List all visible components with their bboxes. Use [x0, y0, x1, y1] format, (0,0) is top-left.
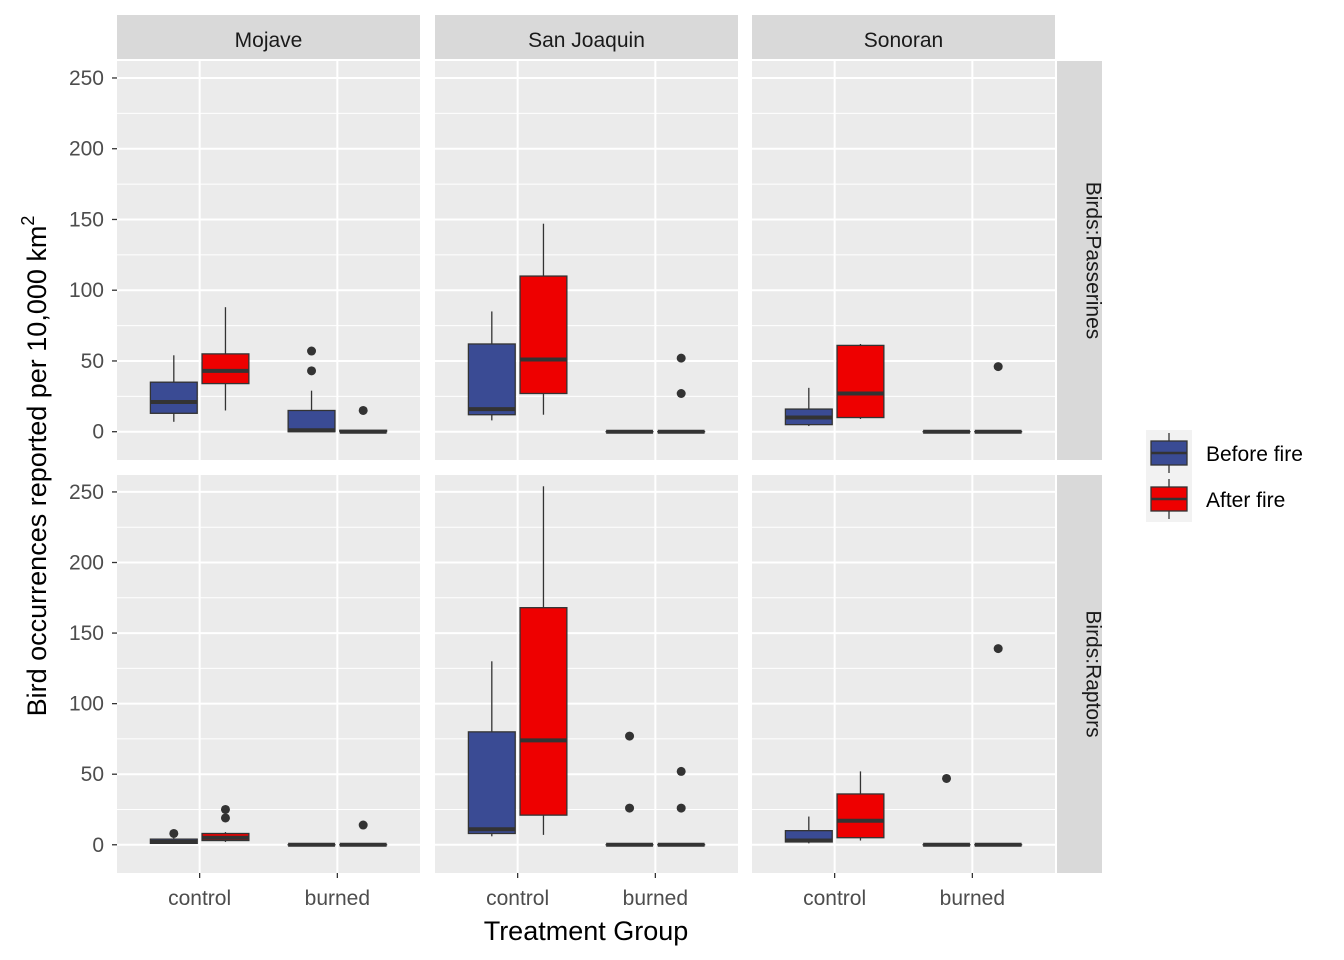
outlier-point	[942, 773, 952, 783]
row-strip-label: Birds:Raptors	[1082, 610, 1105, 737]
row-strip	[1057, 475, 1102, 873]
x-tick-label: control	[486, 887, 549, 910]
column-strip	[752, 15, 1055, 59]
x-tick-label: burned	[623, 887, 688, 910]
y-tick-label: 200	[69, 138, 104, 161]
box-control-before	[467, 311, 516, 421]
y-axis: 0 50 100 150 200 250 0 50 100 150 200 250	[69, 67, 117, 857]
box-body	[836, 344, 885, 419]
y-tick-label: 150	[69, 208, 104, 231]
outlier-point	[358, 820, 368, 830]
y-tick-label: 0	[92, 421, 104, 444]
y-tick-label: 150	[69, 622, 104, 645]
panel-boxes	[149, 804, 388, 847]
panel-background	[752, 61, 1055, 460]
box-control-after	[519, 486, 568, 835]
y-axis-title-superscript: 2	[18, 216, 38, 226]
box-burned-after	[974, 362, 1023, 434]
box-body	[519, 607, 568, 816]
box-body	[467, 731, 516, 835]
x-tick-label: burned	[305, 887, 370, 910]
legend-label: Before fire	[1206, 443, 1303, 466]
box-burned-before	[287, 346, 336, 433]
box-body	[519, 275, 568, 395]
legend: Before fire After fire	[1146, 430, 1303, 522]
column-strip-label: Mojave	[235, 29, 303, 52]
x-tick-label: control	[803, 887, 866, 910]
outlier-point	[307, 346, 317, 356]
outlier-point	[676, 389, 686, 398]
panel-boxes	[784, 644, 1023, 847]
column-strip	[117, 15, 420, 59]
panel-boxes	[467, 223, 706, 434]
y-tick-label: 0	[92, 834, 104, 857]
box-control-before	[784, 387, 833, 427]
outlier-point	[676, 803, 686, 813]
y-tick-label: 100	[69, 693, 104, 716]
panel-boxes	[784, 343, 1023, 434]
y-tick-label: 50	[81, 350, 104, 373]
box-body	[149, 381, 198, 414]
box-burned-after	[657, 353, 706, 434]
outlier-point	[993, 362, 1003, 372]
box-control-before	[149, 355, 198, 422]
y-tick-label: 250	[69, 481, 104, 504]
panels-layer	[117, 61, 1055, 873]
outlier-point	[307, 366, 317, 376]
outlier-point	[169, 828, 179, 838]
outlier-point	[220, 813, 230, 823]
box-control-after	[201, 804, 250, 842]
row-strip	[1057, 61, 1102, 460]
y-tick-label: 50	[81, 763, 104, 786]
x-axis-title: Treatment Group	[484, 916, 689, 946]
y-tick-label: 200	[69, 552, 104, 575]
outlier-point	[625, 731, 635, 741]
y-tick-label: 250	[69, 67, 104, 90]
x-tick-label: burned	[940, 887, 1005, 910]
panel-background	[752, 475, 1055, 873]
box-control-after	[201, 307, 250, 411]
x-axis: control burned control burned control burned	[168, 873, 1005, 910]
box-control-before	[784, 816, 833, 844]
panel-boxes	[149, 307, 388, 434]
legend-label: After fire	[1206, 489, 1285, 512]
box-burned-after	[339, 405, 388, 434]
y-axis-title: Bird occurrences reported per 10,000 km2	[18, 216, 52, 717]
box-burned-before	[605, 731, 654, 847]
column-strip-label: Sonoran	[864, 29, 943, 52]
box-burned-before	[922, 773, 971, 847]
x-tick-label: control	[168, 887, 231, 910]
y-axis-title-main: Bird occurrences reported per 10,000 km	[22, 226, 52, 717]
outlier-point	[358, 405, 368, 415]
outlier-point	[676, 766, 686, 776]
box-burned-after	[657, 766, 706, 847]
legend-key-1	[1146, 476, 1192, 522]
panel	[752, 61, 1055, 460]
panel	[752, 475, 1055, 873]
outlier-point	[220, 804, 230, 814]
box-control-after	[519, 223, 568, 415]
box-burned-after	[974, 644, 1023, 847]
panel	[117, 475, 420, 873]
row-strip-label: Birds:Passerines	[1082, 182, 1105, 340]
panel-background	[117, 475, 420, 873]
box-control-before	[467, 661, 516, 837]
box-body	[467, 343, 516, 416]
box-control-after	[836, 771, 885, 841]
legend-key-0	[1146, 430, 1192, 476]
box-body	[201, 353, 250, 385]
strips-layer: Mojave San Joaquin Sonoran Birds:Passerines…	[117, 15, 1105, 873]
outlier-point	[625, 803, 635, 813]
panel-boxes	[467, 486, 706, 847]
outlier-point	[993, 644, 1003, 654]
y-tick-label: 100	[69, 279, 104, 302]
box-body	[836, 793, 885, 839]
box-burned-after	[339, 820, 388, 847]
box-control-before	[149, 828, 198, 845]
box-control-after	[836, 343, 885, 419]
column-strip	[435, 15, 738, 59]
column-strip-label: San Joaquin	[528, 29, 645, 52]
outlier-point	[676, 353, 686, 363]
